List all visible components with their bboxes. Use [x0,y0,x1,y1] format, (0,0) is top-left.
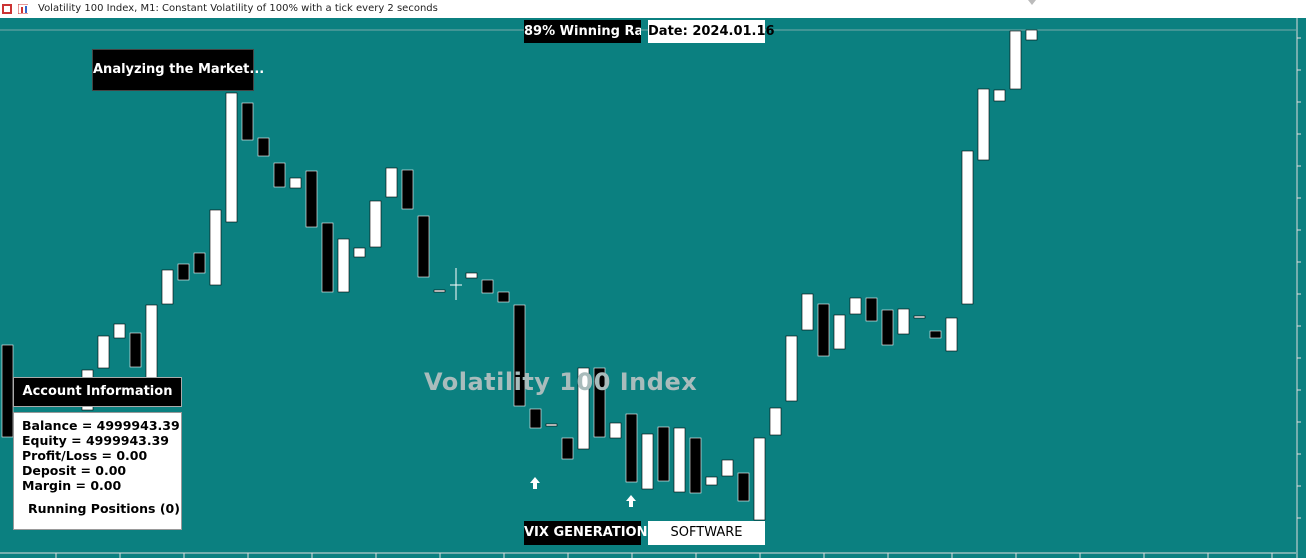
candle [833,314,846,350]
candle [641,433,654,490]
candle [1,344,14,438]
candle [241,102,254,141]
candle [369,200,382,248]
candle [337,238,350,293]
watermark: Volatility 100 Index [424,368,698,396]
candle [849,297,862,315]
candle [417,215,430,278]
status-label: Analyzing the Market... [92,49,264,91]
candle [465,272,478,279]
candle [977,88,990,161]
candle [913,315,926,319]
date-label: Date: 2024.01.16 [648,20,775,43]
candle [689,437,702,494]
candle [865,297,878,322]
candle [593,367,606,438]
candle [609,422,622,439]
candle [193,252,206,274]
candle [753,437,766,521]
buy-arrow [626,495,636,507]
scroll-marker [1028,0,1036,5]
candle [673,427,686,493]
candle [737,472,750,502]
winning-ratio: 89% Winning Ratio [524,20,641,43]
candle [209,209,222,286]
candle [945,317,958,352]
candle [817,303,830,357]
menu-icon[interactable] [2,4,12,14]
candle [961,150,974,305]
account-line: Balance = 4999943.39 [22,418,180,433]
footer-right: SOFTWARE [648,521,765,545]
candle [929,330,942,339]
account-line: Margin = 0.00 [22,478,122,493]
candle [353,247,366,258]
footer-left: VIX GENERATION [524,521,647,545]
running-positions: Running Positions (0) [28,501,180,516]
candle [769,407,782,436]
candle [161,269,174,305]
candle [289,177,302,189]
account-lines: Balance = 4999943.39 Equity = 4999943.39 P… [14,413,181,493]
candle [561,437,574,460]
account-panel: Balance = 4999943.39 Equity = 4999943.39 P… [13,412,182,530]
candle [145,304,158,381]
candle [129,332,142,368]
candle [385,167,398,198]
candle [113,323,126,339]
candle [513,304,526,407]
candle [785,335,798,402]
candle [529,408,542,429]
buy-arrow [530,477,540,489]
title-bar: Volatility 100 Index, M1: Constant Volat… [0,0,1306,18]
candle [577,367,590,450]
candle [657,426,670,482]
candle [897,308,910,335]
candle [273,162,286,188]
candle [545,423,558,427]
candle [705,476,718,486]
candle [97,335,110,369]
candle [321,222,334,293]
candle [1009,30,1022,90]
candle [401,169,414,210]
candle [257,137,270,157]
candle [225,92,238,223]
candle [881,309,894,346]
account-title: Account Information [13,377,182,407]
candle [801,293,814,331]
account-line: Profit/Loss = 0.00 [22,448,148,463]
candle [433,289,446,293]
chart-icon[interactable] [18,4,28,14]
candle [177,263,190,281]
candle [497,291,510,303]
candle [625,413,638,483]
candle [993,89,1006,102]
candle [1025,29,1038,41]
account-line: Equity = 4999943.39 [22,433,169,448]
candle [481,279,494,294]
candle [721,459,734,477]
account-line: Deposit = 0.00 [22,463,127,478]
candle [305,170,318,228]
window-title: Volatility 100 Index, M1: Constant Volat… [38,3,438,14]
